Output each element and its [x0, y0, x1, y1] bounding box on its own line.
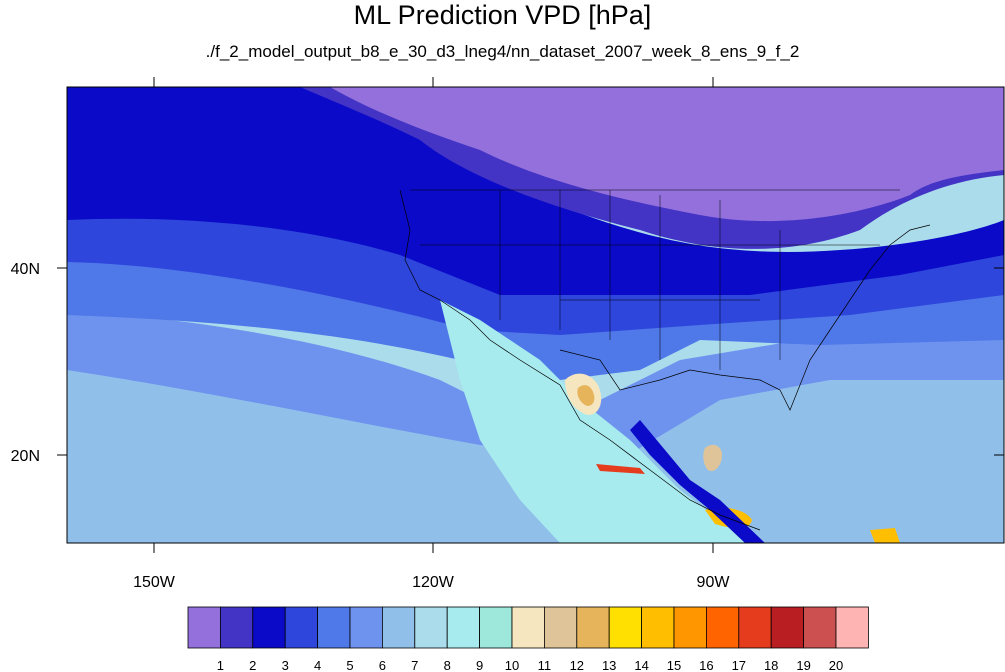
band-royal-blue — [67, 213, 1004, 335]
band-lavender — [330, 87, 1004, 222]
colorbar-swatch — [544, 606, 578, 649]
colorbar-swatch — [673, 606, 707, 649]
colorbar-swatch — [349, 606, 383, 649]
coastline — [399, 189, 931, 531]
map-title: ML Prediction VPD [hPa] — [353, 0, 652, 30]
colorbar-swatch — [317, 606, 351, 649]
colorbar: 1 2 3 4 5 6 7 8 9 10 11 12 13 14 15 16 17 18 19 20 — [187, 606, 869, 672]
colorbar-label: 20 — [829, 658, 843, 672]
lon-label-120w: 120W — [412, 574, 455, 591]
colorbar-swatch — [835, 606, 869, 649]
colorbar-swatch — [414, 606, 448, 649]
colorbar-label: 11 — [538, 658, 552, 672]
colorbar-swatch — [381, 606, 416, 649]
colorbar-label: 4 — [314, 658, 321, 672]
axis-ticks — [57, 77, 1004, 553]
band-dark-coast — [630, 420, 765, 543]
colorbar-label: 7 — [411, 658, 418, 672]
band-orange — [577, 385, 595, 406]
colorbar-label: 15 — [667, 658, 681, 672]
band-dark-blue — [67, 87, 1004, 295]
colorbar-label: 9 — [476, 658, 483, 672]
map-frame — [66, 86, 1005, 544]
colorbar-label: 5 — [346, 658, 353, 672]
colorbar-label: 19 — [796, 658, 810, 672]
band-mid-blue — [67, 310, 1004, 460]
colorbar-swatch — [608, 606, 643, 649]
vpd-field — [67, 87, 1004, 543]
colorbar-swatch — [252, 606, 286, 649]
colorbar-swatch — [479, 606, 513, 649]
colorbar-swatch — [641, 606, 675, 649]
colorbar-label: 18 — [764, 658, 778, 672]
colorbar-label: 16 — [699, 658, 713, 672]
colorbar-swatch — [219, 606, 254, 649]
band-cyan-mexico — [440, 300, 760, 543]
colorbar-label: 1 — [217, 658, 224, 672]
colorbar-label: 13 — [602, 658, 616, 672]
band-yellow-east — [870, 528, 900, 543]
map-subtitle: ./f_2_model_output_b8_e_30_d3_lneg4/nn_d… — [205, 42, 800, 61]
colorbar-swatch — [511, 606, 545, 649]
colorbar-label: 8 — [444, 658, 451, 672]
colorbar-swatch — [284, 606, 319, 649]
colorbar-label: 12 — [570, 658, 584, 672]
colorbar-label: 6 — [379, 658, 386, 672]
colorbar-label: 10 — [505, 658, 519, 672]
colorbar-label: 2 — [249, 658, 256, 672]
state-borders — [410, 189, 900, 370]
colorbar-label: 14 — [634, 658, 648, 672]
lon-label-150w: 150W — [133, 574, 176, 591]
colorbar-swatch — [187, 606, 221, 649]
colorbar-swatch — [706, 606, 740, 649]
colorbar-swatch — [770, 606, 805, 649]
colorbar-label: 17 — [732, 658, 746, 672]
colorbar-label: 3 — [282, 658, 289, 672]
lon-label-90w: 90W — [697, 574, 731, 591]
colorbar-swatch — [576, 606, 610, 649]
band-red-strip — [596, 464, 645, 474]
colorbar-swatch — [803, 606, 837, 649]
colorbar-swatch — [446, 606, 481, 649]
lat-label-20n: 20N — [11, 448, 40, 465]
lat-label-40n: 40N — [11, 261, 40, 278]
colorbar-swatch — [738, 606, 772, 649]
band-tan-2 — [703, 444, 722, 472]
